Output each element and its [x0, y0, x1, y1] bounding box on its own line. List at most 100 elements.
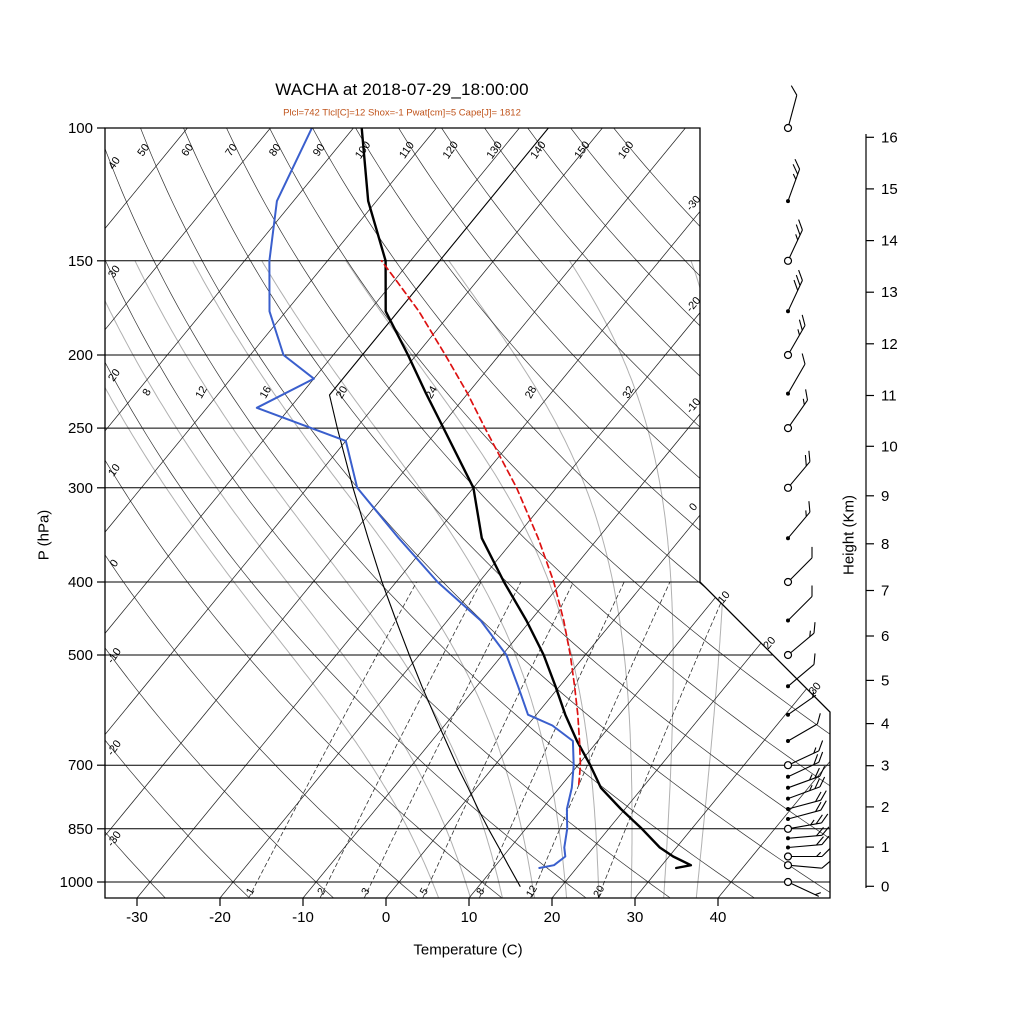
svg-text:15: 15	[881, 181, 898, 198]
svg-text:2: 2	[315, 886, 328, 897]
wind-level-dot	[786, 807, 790, 811]
svg-text:200: 200	[68, 347, 93, 364]
svg-text:-20: -20	[209, 909, 231, 926]
svg-text:5: 5	[418, 886, 431, 897]
svg-text:130: 130	[485, 139, 505, 161]
wind-barb-column	[783, 85, 831, 897]
wind-level-dot	[786, 199, 790, 204]
svg-text:10: 10	[881, 438, 898, 455]
svg-text:50: 50	[135, 142, 152, 159]
temperature-axis-title: Temperature (C)	[413, 941, 523, 959]
svg-text:20: 20	[591, 883, 607, 899]
svg-text:150: 150	[68, 253, 93, 270]
wind-level-dot	[786, 739, 790, 743]
wind-level-dot	[786, 836, 790, 841]
svg-text:110: 110	[397, 140, 417, 161]
svg-text:1: 1	[881, 839, 889, 856]
page-title: WACHA at 2018-07-29_18:00:00	[275, 80, 529, 99]
svg-text:2: 2	[881, 799, 889, 816]
wind-level-dot	[786, 817, 790, 821]
wind-level-dot	[786, 684, 790, 689]
svg-text:32: 32	[620, 384, 637, 401]
svg-text:10: 10	[106, 462, 123, 479]
svg-text:3: 3	[881, 758, 889, 775]
skewt-background-grid	[105, 128, 830, 898]
dewpoint-curve	[255, 128, 575, 869]
svg-text:40: 40	[710, 909, 727, 926]
svg-text:500: 500	[68, 647, 93, 664]
svg-text:20: 20	[761, 635, 778, 652]
svg-text:250: 250	[68, 420, 93, 437]
svg-text:8: 8	[474, 886, 487, 897]
svg-text:4: 4	[881, 716, 889, 733]
svg-text:20: 20	[334, 384, 351, 401]
wind-level-dot	[786, 391, 790, 396]
wind-level-circle	[783, 256, 793, 265]
wind-level-dot	[786, 845, 790, 850]
svg-text:150: 150	[572, 139, 592, 161]
wind-level-dot	[786, 796, 790, 801]
svg-text:-10: -10	[105, 646, 124, 666]
height-axis-title: Height (Km)	[840, 494, 858, 576]
svg-text:14: 14	[881, 233, 898, 250]
svg-text:5: 5	[881, 672, 889, 689]
svg-text:60: 60	[179, 142, 196, 159]
temperature-curve	[360, 128, 693, 870]
wind-level-circle	[783, 483, 793, 492]
wind-level-circle	[783, 123, 793, 133]
svg-text:-10: -10	[292, 909, 314, 926]
wind-level-circle	[783, 650, 793, 660]
svg-text:11: 11	[881, 388, 897, 405]
svg-text:16: 16	[258, 384, 275, 401]
svg-text:3: 3	[359, 886, 372, 897]
svg-text:16: 16	[881, 129, 898, 146]
svg-text:20: 20	[544, 909, 561, 926]
svg-text:12: 12	[524, 883, 540, 899]
svg-text:13: 13	[881, 284, 898, 301]
wind-level-dot	[786, 536, 790, 541]
svg-text:100: 100	[68, 120, 93, 137]
svg-text:12: 12	[193, 384, 210, 401]
svg-text:7: 7	[881, 583, 889, 600]
svg-text:80: 80	[267, 142, 284, 159]
indices-subtitle: Plcl=742 Tlcl[C]=12 Shox=-1 Pwat[cm]=5 C…	[283, 107, 521, 119]
wind-level-circle	[783, 424, 793, 433]
wind-level-circle	[783, 577, 793, 587]
svg-text:12: 12	[881, 336, 898, 353]
svg-text:160: 160	[616, 139, 636, 161]
wind-level-dot	[786, 774, 790, 779]
svg-text:70: 70	[223, 142, 240, 159]
parcel-curve	[380, 259, 582, 786]
svg-text:700: 700	[68, 757, 93, 774]
svg-text:24: 24	[424, 384, 441, 401]
svg-text:1000: 1000	[60, 874, 93, 891]
svg-text:140: 140	[528, 139, 548, 161]
svg-text:10: 10	[716, 589, 733, 606]
svg-text:0: 0	[881, 878, 889, 895]
wind-level-dot	[786, 618, 790, 623]
svg-text:20: 20	[106, 367, 123, 384]
wind-level-circle	[783, 861, 793, 870]
svg-text:6: 6	[881, 628, 889, 645]
svg-text:0: 0	[108, 558, 121, 570]
svg-text:-30: -30	[126, 909, 148, 926]
svg-text:8: 8	[140, 387, 153, 398]
wind-level-dot	[786, 309, 790, 314]
svg-text:850: 850	[68, 821, 93, 838]
wind-level-circle	[783, 761, 793, 770]
svg-text:1: 1	[244, 886, 257, 897]
wind-level-dot	[786, 712, 790, 717]
svg-text:0: 0	[382, 909, 390, 926]
svg-text:30: 30	[106, 263, 123, 280]
standard-atmosphere-curve	[328, 128, 549, 887]
svg-text:30: 30	[807, 680, 824, 697]
sounding-curves	[255, 128, 693, 887]
pressure-axis-title: P (hPa)	[35, 509, 53, 561]
svg-text:9: 9	[881, 488, 889, 505]
wind-level-circle	[783, 877, 793, 887]
svg-text:400: 400	[68, 574, 93, 591]
svg-text:0: 0	[687, 501, 700, 513]
